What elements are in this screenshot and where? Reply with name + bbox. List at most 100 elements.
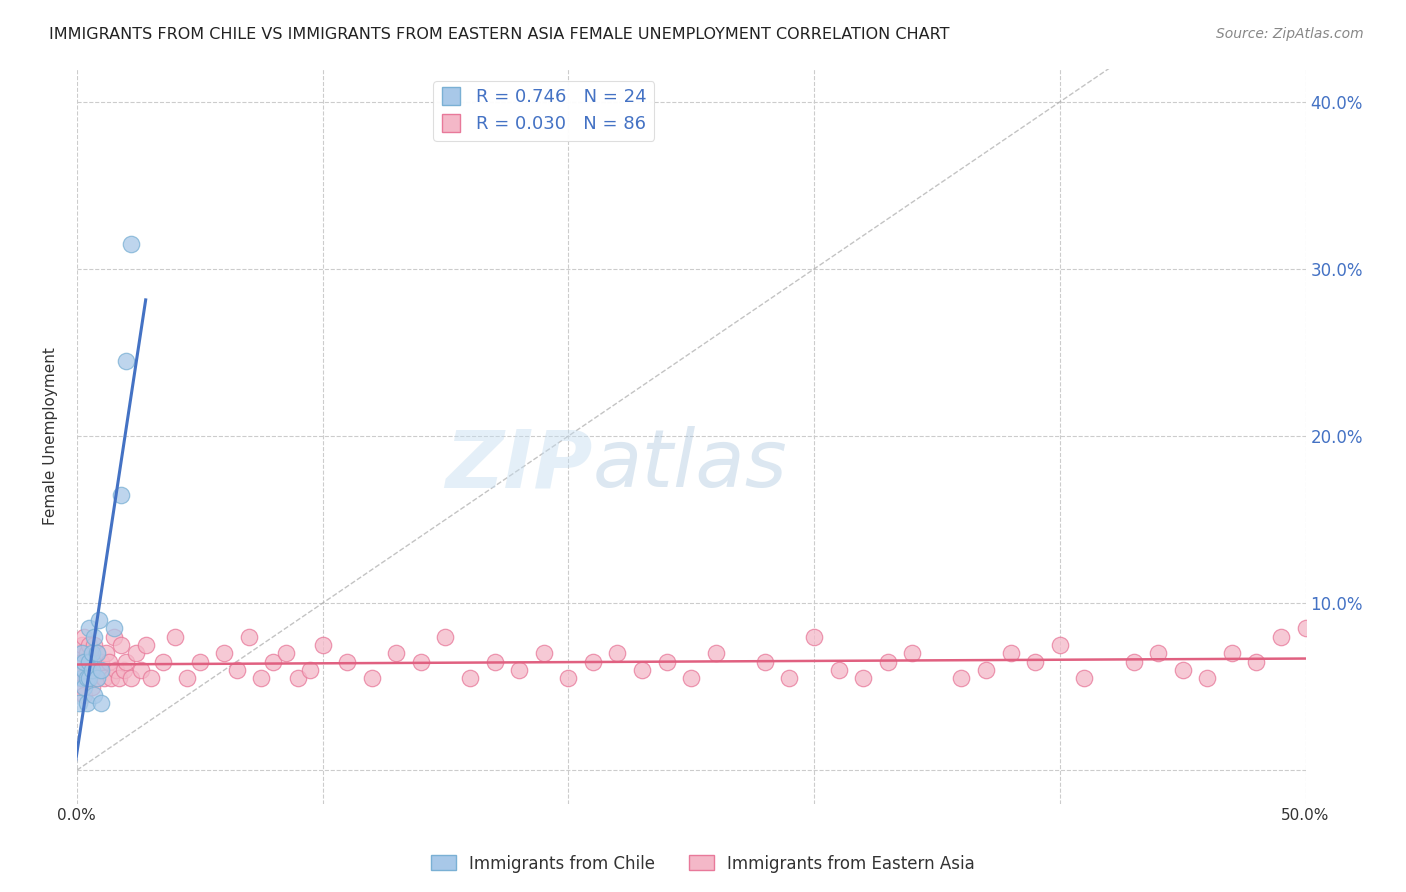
Point [77,671,100,685]
Point [1295,621,1317,635]
Point [876,655,898,669]
Point [83,688,105,702]
Point [76,671,98,685]
Point [73,663,96,677]
Point [827,663,849,677]
Point [582,655,605,669]
Point [299,663,322,677]
Point [110,638,132,652]
Point [655,655,678,669]
Point [129,663,152,677]
Point [96,646,118,660]
Point [950,671,973,685]
Point [152,655,174,669]
Point [1171,663,1194,677]
Point [287,671,309,685]
Point [110,487,132,501]
Point [83,638,105,652]
Text: Source: ZipAtlas.com: Source: ZipAtlas.com [1216,27,1364,41]
Point [631,663,654,677]
Point [73,655,96,669]
Point [803,630,825,644]
Y-axis label: Female Unemployment: Female Unemployment [44,347,58,525]
Point [80,663,103,677]
Point [1246,655,1268,669]
Point [73,688,96,702]
Point [250,671,273,685]
Point [360,671,382,685]
Point [86,671,108,685]
Point [336,655,359,669]
Point [86,646,108,660]
Point [704,646,727,660]
Point [385,646,408,660]
Point [83,663,105,677]
Point [73,630,96,644]
Point [533,646,555,660]
Point [225,663,247,677]
Point [1024,655,1046,669]
Point [97,655,120,669]
Point [90,697,112,711]
Point [214,646,236,660]
Point [76,646,98,660]
Point [105,663,128,677]
Point [87,663,110,677]
Point [90,663,112,677]
Point [112,663,135,677]
Point [458,671,481,685]
Point [176,671,198,685]
Text: atlas: atlas [593,426,787,505]
Point [83,630,105,644]
Point [238,630,260,644]
Point [67,646,90,660]
Point [103,621,125,635]
Point [681,671,703,685]
Point [80,655,103,669]
Point [80,646,103,660]
Point [77,621,100,635]
Point [1197,671,1219,685]
Point [77,663,100,677]
Point [1220,646,1243,660]
Point [1049,638,1071,652]
Point [1073,671,1095,685]
Point [557,671,579,685]
Point [974,663,997,677]
Point [139,671,162,685]
Text: IMMIGRANTS FROM CHILE VS IMMIGRANTS FROM EASTERN ASIA FEMALE UNEMPLOYMENT CORREL: IMMIGRANTS FROM CHILE VS IMMIGRANTS FROM… [49,27,949,42]
Point [73,680,96,694]
Point [67,671,90,685]
Point [754,655,776,669]
Legend: R = 0.746   N = 24, R = 0.030   N = 86: R = 0.746 N = 24, R = 0.030 N = 86 [433,81,654,141]
Point [67,697,90,711]
Point [115,354,138,368]
Point [100,671,122,685]
Point [86,671,108,685]
Point [1000,646,1022,660]
Point [86,646,108,660]
Text: ZIP: ZIP [446,426,593,505]
Point [70,638,93,652]
Point [120,671,142,685]
Point [188,655,211,669]
Point [115,655,138,669]
Point [70,655,93,669]
Point [70,646,93,660]
Point [77,655,100,669]
Point [901,646,924,660]
Point [165,630,187,644]
Point [852,671,875,685]
Point [87,613,110,627]
Point [120,236,142,251]
Point [135,638,157,652]
Point [103,630,125,644]
Point [508,663,530,677]
Point [484,655,506,669]
Point [70,680,93,694]
Point [409,655,432,669]
Point [125,646,148,660]
Point [1147,646,1170,660]
Point [1270,630,1292,644]
Point [434,630,457,644]
